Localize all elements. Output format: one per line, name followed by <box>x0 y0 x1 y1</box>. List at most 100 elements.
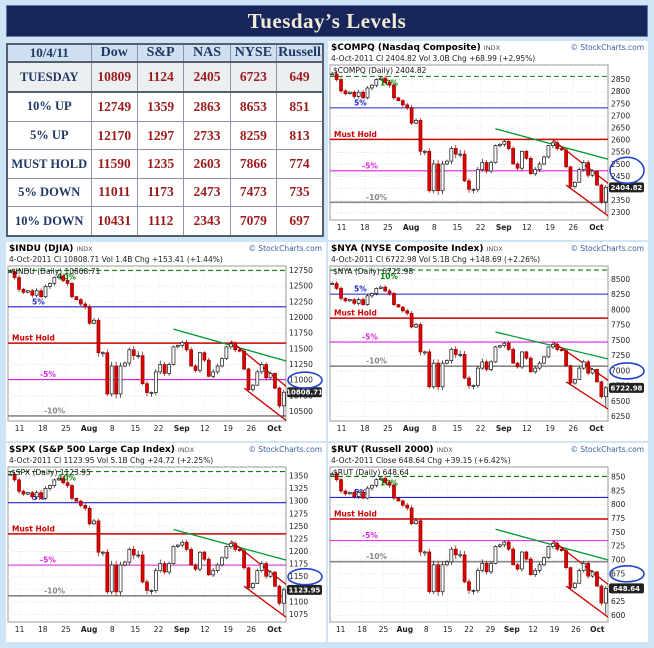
svg-text:8: 8 <box>432 424 437 433</box>
value-cell: 2473 <box>183 177 231 208</box>
value-cell: 7079 <box>229 206 278 237</box>
chart-card-compq: $COMPQ (Nasdaq Composite) INDX © StockChar… <box>328 41 648 240</box>
svg-text:Oct: Oct <box>267 625 282 634</box>
price-chart-svg: 10% 5% Must Hold -5% -10% $SPX (Daily) 1123.9… <box>7 466 323 634</box>
svg-text:7250: 7250 <box>611 351 630 360</box>
y-axis-labels: 2300235024002450250025502600265027002750… <box>611 75 630 217</box>
row-label: 5% DOWN <box>6 177 92 208</box>
close-price-label: 6722.98 <box>609 382 644 393</box>
svg-text:19: 19 <box>550 625 560 634</box>
chart-info-line: 4-Oct-2011 Close 648.64 Chg +39.15 (+6.4… <box>331 456 511 465</box>
svg-text:12750: 12750 <box>289 266 313 275</box>
svg-text:22: 22 <box>154 424 164 433</box>
value-cell: 2863 <box>183 91 231 122</box>
svg-text:19: 19 <box>223 424 233 433</box>
chart-legend: $COMPQ (Daily) 2404.82 <box>333 66 427 75</box>
svg-text:18: 18 <box>357 625 367 634</box>
svg-text:2700: 2700 <box>611 111 630 120</box>
value-cell: 1359 <box>136 91 185 122</box>
chart-legend: $RUT (Daily) 648.64 <box>333 468 409 477</box>
svg-text:1175: 1175 <box>289 560 308 569</box>
svg-text:8500: 8500 <box>611 275 630 284</box>
svg-text:11: 11 <box>15 625 25 634</box>
svg-text:Must Hold: Must Hold <box>334 309 377 318</box>
gridlines <box>330 266 608 421</box>
svg-text:12: 12 <box>522 424 532 433</box>
svg-text:18: 18 <box>360 424 370 433</box>
svg-text:-10%: -10% <box>366 357 388 366</box>
value-cell: 851 <box>276 91 324 122</box>
chart-header: $NYA (NYSE Composite Index) INDX © StockCh… <box>328 242 648 254</box>
svg-text:25: 25 <box>383 223 393 232</box>
stockcharts-copyright-link[interactable]: © StockCharts.com <box>570 445 644 454</box>
x-axis-labels: 11 18 25 Aug 8 15 22 29 Sep 12 19 26 Oct <box>336 625 605 634</box>
svg-text:850: 850 <box>611 472 626 481</box>
svg-text:15: 15 <box>453 223 463 232</box>
svg-text:Sep: Sep <box>504 625 520 634</box>
svg-text:Must Hold: Must Hold <box>12 524 55 533</box>
chart-index-tag: INDX <box>436 446 453 454</box>
svg-text:25: 25 <box>61 424 71 433</box>
col-header-nas: NAS <box>183 43 231 63</box>
svg-text:2600: 2600 <box>611 136 630 145</box>
chart-index-tag: INDX <box>76 245 93 253</box>
svg-text:5%: 5% <box>354 285 367 294</box>
svg-text:12000: 12000 <box>289 313 313 322</box>
page-title: Tuesday’s Levels <box>6 5 648 37</box>
svg-text:15: 15 <box>443 625 453 634</box>
candles <box>330 71 608 213</box>
svg-text:Aug: Aug <box>403 223 420 232</box>
svg-text:Must Hold: Must Hold <box>334 130 377 139</box>
chart-info-line: 4-Oct-2011 Cl 10808.71 Vol 1.4B Chg +153… <box>9 255 223 264</box>
svg-text:-10%: -10% <box>366 552 388 561</box>
svg-text:2500: 2500 <box>611 160 630 169</box>
stockcharts-copyright-link[interactable]: © StockCharts.com <box>248 244 322 253</box>
level-lines: 10% 5% Must Hold -5% -10% <box>8 470 286 597</box>
plot-area <box>329 265 609 422</box>
value-cell: 11011 <box>90 177 138 208</box>
svg-text:1250: 1250 <box>289 522 308 531</box>
svg-text:-5%: -5% <box>40 556 56 565</box>
chart-info-line: 4-Oct-2011 Cl 1123.95 Vol 5.1B Chg +24.7… <box>9 456 214 465</box>
svg-text:10808.71: 10808.71 <box>286 389 323 397</box>
value-cell: 7866 <box>229 149 278 179</box>
svg-text:Sep: Sep <box>174 625 190 634</box>
svg-text:11: 11 <box>337 223 347 232</box>
stockcharts-copyright-link[interactable]: © StockCharts.com <box>570 244 644 253</box>
svg-text:1075: 1075 <box>289 610 308 619</box>
chart-legend: $INDU (Daily) 10808.71 <box>11 267 100 276</box>
svg-text:12: 12 <box>522 223 532 232</box>
stockcharts-copyright-link[interactable]: © StockCharts.com <box>248 445 322 454</box>
value-cell: 2405 <box>183 61 231 94</box>
close-price-label: 1123.95 <box>287 584 322 595</box>
levels-table-card: 10/4/11 Dow S&P NAS NYSE Russell TUESDAY… <box>6 41 326 240</box>
svg-text:5%: 5% <box>32 493 45 502</box>
value-cell: 697 <box>276 206 324 237</box>
close-price-label: 648.64 <box>609 583 644 594</box>
value-cell: 1112 <box>136 206 185 237</box>
svg-text:Oct: Oct <box>267 424 282 433</box>
svg-text:2800: 2800 <box>611 87 630 96</box>
value-cell: 11590 <box>90 149 138 179</box>
svg-text:12250: 12250 <box>289 297 313 306</box>
value-cell: 8259 <box>229 120 278 151</box>
chart-symbol-title: $SPX (S&P 500 Large Cap Index) <box>9 445 175 455</box>
svg-text:8: 8 <box>432 223 437 232</box>
stockcharts-copyright-link[interactable]: © StockCharts.com <box>570 43 644 52</box>
svg-text:700: 700 <box>611 556 626 565</box>
chart-index-tag: INDX <box>177 446 195 454</box>
svg-text:Aug: Aug <box>397 625 414 634</box>
svg-text:25: 25 <box>61 625 71 634</box>
svg-text:19: 19 <box>545 223 555 232</box>
svg-text:775: 775 <box>611 514 626 523</box>
svg-text:1200: 1200 <box>289 547 308 556</box>
value-cell: 10431 <box>90 206 138 237</box>
x-axis-labels: 11 18 25 Aug 8 15 22 Sep 12 19 26 Oct <box>15 424 282 433</box>
chart-legend: $SPX (Daily) 1123.95 <box>11 468 91 477</box>
chart-symbol-title: $RUT (Russell 2000) <box>331 445 434 455</box>
value-cell: 774 <box>276 149 324 179</box>
svg-text:8: 8 <box>110 424 115 433</box>
row-label: MUST HOLD <box>6 149 92 179</box>
svg-text:12: 12 <box>200 625 210 634</box>
svg-text:1275: 1275 <box>289 509 308 518</box>
